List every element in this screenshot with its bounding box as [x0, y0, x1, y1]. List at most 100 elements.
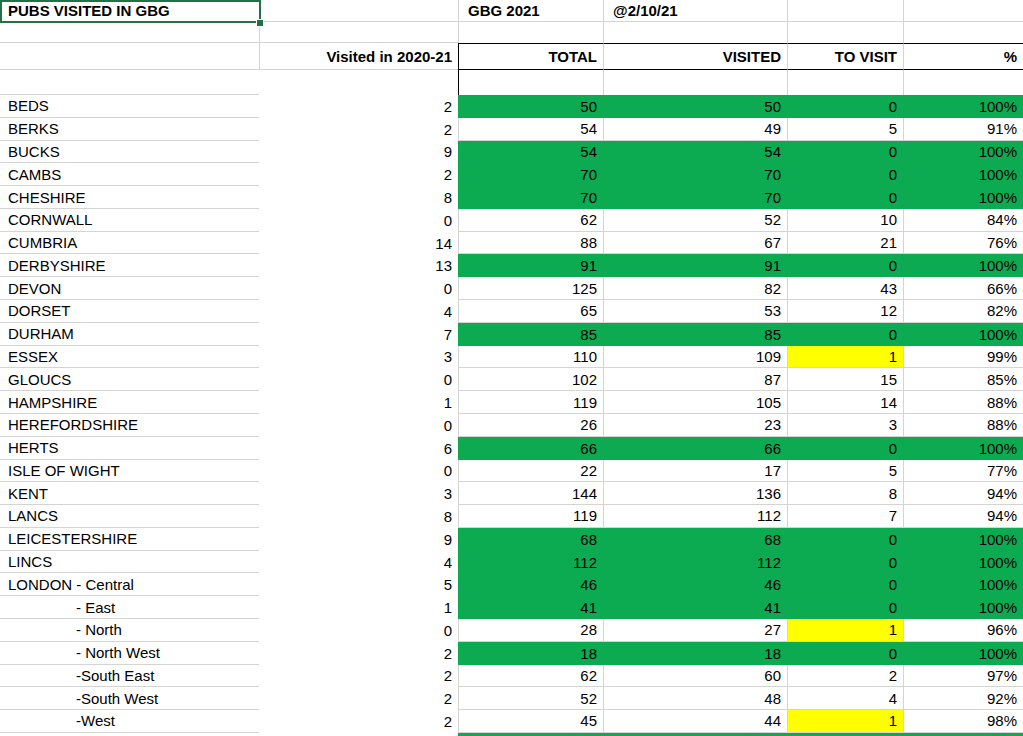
cell-total[interactable]: 119: [458, 391, 603, 414]
cell-empty[interactable]: [603, 22, 787, 43]
cell-to-visit[interactable]: 1: [787, 346, 903, 369]
cell-to-visit[interactable]: 4: [787, 687, 903, 710]
cell-county[interactable]: ISLE OF WIGHT: [0, 460, 259, 483]
cell-total[interactable]: 119: [458, 505, 603, 528]
cell-percent[interactable]: 100%: [903, 254, 1023, 277]
cell-county[interactable]: ESSEX: [0, 346, 259, 369]
cell-to-visit[interactable]: 15: [787, 368, 903, 391]
cell-percent[interactable]: 100%: [903, 95, 1023, 118]
cell-empty[interactable]: [0, 70, 259, 95]
cell-to-visit[interactable]: 21: [787, 232, 903, 255]
cell-to-visit[interactable]: 0: [787, 323, 903, 346]
cell-to-visit[interactable]: 14: [787, 391, 903, 414]
cell-county[interactable]: -South West: [0, 687, 259, 710]
cell-total[interactable]: 50: [458, 95, 603, 118]
cell-to-visit[interactable]: 0: [787, 95, 903, 118]
cell-prev-season[interactable]: 4: [259, 300, 458, 323]
column-header-percent[interactable]: %: [903, 43, 1023, 70]
cell-percent[interactable]: 77%: [903, 460, 1023, 483]
cell-to-visit[interactable]: 1: [787, 710, 903, 733]
cell-county[interactable]: - North West: [0, 642, 259, 665]
cell-percent[interactable]: 100%: [903, 528, 1023, 551]
cell-prev-season[interactable]: 7: [259, 323, 458, 346]
cell-prev-season[interactable]: 9: [259, 528, 458, 551]
cell-total[interactable]: 18: [458, 642, 603, 665]
cell-county[interactable]: BERKS: [0, 118, 259, 141]
cell-percent[interactable]: 100%: [903, 323, 1023, 346]
cell-visited[interactable]: 70: [603, 186, 787, 209]
cell-prev-season[interactable]: 4: [259, 551, 458, 574]
cell-percent[interactable]: 100%: [903, 551, 1023, 574]
cell-visited[interactable]: 48: [603, 687, 787, 710]
cell-prev-season[interactable]: 2: [259, 95, 458, 118]
cell-visited[interactable]: 18: [603, 642, 787, 665]
cell-total[interactable]: 125: [458, 277, 603, 300]
cell-to-visit[interactable]: 10: [787, 209, 903, 232]
cell-prev-season[interactable]: 1: [259, 596, 458, 619]
cell-percent[interactable]: 100%: [903, 141, 1023, 164]
cell-prev-season[interactable]: 3: [259, 482, 458, 505]
cell-visited[interactable]: 112: [603, 505, 787, 528]
cell-total[interactable]: 46: [458, 573, 603, 596]
cell-to-visit[interactable]: 0: [787, 551, 903, 574]
cell-prev-season[interactable]: 1: [259, 391, 458, 414]
cell-to-visit[interactable]: 1: [787, 619, 903, 642]
cell-county[interactable]: CHESHIRE: [0, 186, 259, 209]
cell-total[interactable]: 22: [458, 460, 603, 483]
cell-to-visit[interactable]: 7: [787, 505, 903, 528]
cell-county[interactable]: DURHAM: [0, 323, 259, 346]
cell-total[interactable]: 68: [458, 528, 603, 551]
cell-prev-season[interactable]: 2: [259, 118, 458, 141]
cell-county[interactable]: LINCS: [0, 551, 259, 574]
cell-total[interactable]: 54: [458, 118, 603, 141]
cell-prev-season[interactable]: 8: [259, 186, 458, 209]
cell-county[interactable]: KENT: [0, 482, 259, 505]
cell-total[interactable]: 26: [458, 414, 603, 437]
cell-percent[interactable]: 100%: [903, 163, 1023, 186]
cell-to-visit[interactable]: 0: [787, 642, 903, 665]
cell-total[interactable]: 144: [458, 482, 603, 505]
cell-prev-season[interactable]: 3: [259, 346, 458, 369]
cell-county[interactable]: LONDON - Central: [0, 573, 259, 596]
cell-total[interactable]: 112: [458, 551, 603, 574]
cell-county[interactable]: DERBYSHIRE: [0, 254, 259, 277]
cell-visited[interactable]: 85: [603, 323, 787, 346]
cell-visited[interactable]: 50: [603, 95, 787, 118]
cell-visited[interactable]: 87: [603, 368, 787, 391]
cell-total[interactable]: 110: [458, 346, 603, 369]
cell-empty[interactable]: [458, 70, 603, 95]
cell-prev-season[interactable]: 2: [259, 687, 458, 710]
cell-visited[interactable]: 66: [603, 437, 787, 460]
cell-empty[interactable]: [787, 22, 903, 43]
cell-as-of-date[interactable]: @2/10/21: [603, 0, 787, 22]
cell-visited[interactable]: 82: [603, 277, 787, 300]
cell-percent[interactable]: 97%: [903, 665, 1023, 688]
cell-prev-season[interactable]: 0: [259, 209, 458, 232]
cell-county[interactable]: DORSET: [0, 300, 259, 323]
cell-visited[interactable]: 60: [603, 665, 787, 688]
cell-visited[interactable]: 49: [603, 118, 787, 141]
cell-percent[interactable]: 96%: [903, 619, 1023, 642]
cell-percent[interactable]: 88%: [903, 414, 1023, 437]
cell-county[interactable]: HAMPSHIRE: [0, 391, 259, 414]
cell-empty[interactable]: [903, 0, 1023, 22]
cell-prev-season[interactable]: 5: [259, 573, 458, 596]
cell-visited[interactable]: 105: [603, 391, 787, 414]
cell-total[interactable]: 70: [458, 163, 603, 186]
cell-county[interactable]: CUMBRIA: [0, 232, 259, 255]
cell-county[interactable]: LANCS: [0, 505, 259, 528]
cell-prev-season[interactable]: 2: [259, 163, 458, 186]
cell-total[interactable]: 52: [458, 687, 603, 710]
cell-percent[interactable]: 100%: [903, 642, 1023, 665]
cell-prev-season[interactable]: 9: [259, 141, 458, 164]
cell-percent[interactable]: 82%: [903, 300, 1023, 323]
cell-prev-season[interactable]: 0: [259, 368, 458, 391]
cell-empty[interactable]: [259, 0, 458, 22]
column-header-to-visit[interactable]: TO VISIT: [787, 43, 903, 70]
cell-total[interactable]: 88: [458, 232, 603, 255]
cell-total[interactable]: 41: [458, 596, 603, 619]
cell-to-visit[interactable]: 43: [787, 277, 903, 300]
cell-to-visit[interactable]: 2: [787, 665, 903, 688]
selection-fill-handle[interactable]: [256, 19, 264, 27]
cell-to-visit[interactable]: 12: [787, 300, 903, 323]
